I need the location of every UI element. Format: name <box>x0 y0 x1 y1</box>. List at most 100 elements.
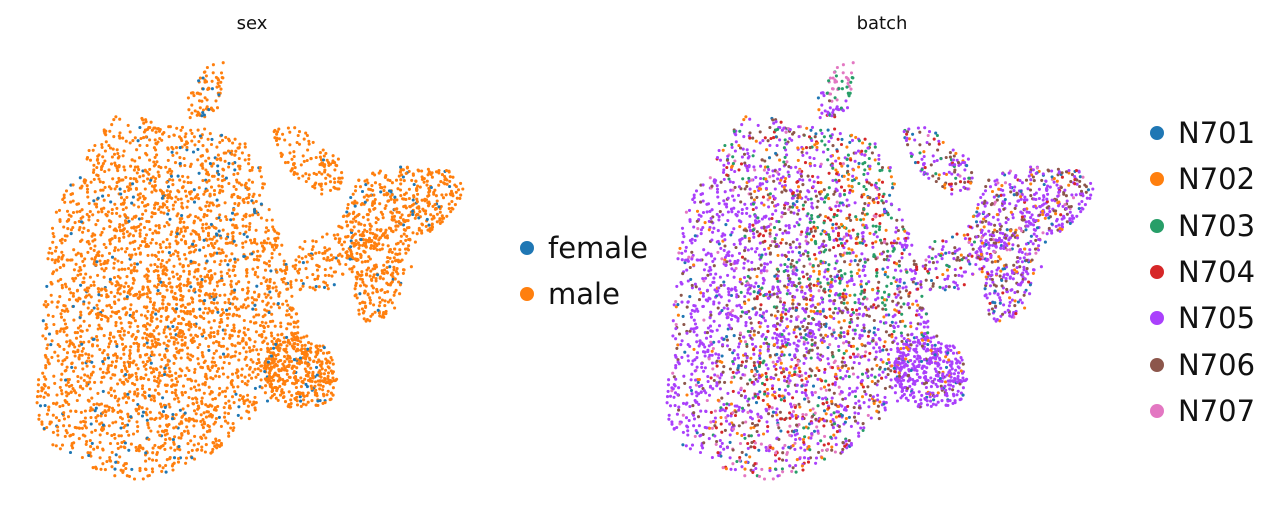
batch-point-451 <box>872 200 876 204</box>
sex-point-331 <box>210 164 214 168</box>
sex-point-52 <box>219 318 223 322</box>
sex-point-435 <box>148 410 152 414</box>
batch-point-12 <box>777 457 781 461</box>
batch-point-614 <box>815 425 819 429</box>
batch-point-319 <box>681 314 685 318</box>
batch-point-149 <box>716 195 720 199</box>
sex-point-98 <box>200 226 204 230</box>
batch-point-118 <box>771 174 775 178</box>
sex-point-130 <box>131 234 136 238</box>
batch-point-540 <box>773 236 777 241</box>
sex-point-64 <box>162 211 166 215</box>
batch-point-457 <box>883 386 887 390</box>
sex-point-255 <box>182 180 186 184</box>
batch-point-586 <box>845 145 849 149</box>
sex-point-219 <box>155 160 159 164</box>
sex-point-147 <box>214 340 218 344</box>
sex-point-423 <box>100 210 104 214</box>
sex-point-388 <box>183 411 187 415</box>
sex-point-106 <box>140 414 145 418</box>
sex-point-6 <box>79 420 83 424</box>
sex-point-362 <box>157 226 161 230</box>
batch-point-439 <box>724 223 728 227</box>
batch-point-388 <box>813 411 817 415</box>
batch-point-25 <box>740 211 744 215</box>
sex-point-296 <box>144 120 148 124</box>
batch-point-56 <box>768 234 772 238</box>
batch-point-275 <box>884 228 888 232</box>
sex-point-179 <box>135 387 139 391</box>
batch-plot-title: batch <box>856 13 908 34</box>
batch-point-163 <box>740 360 744 364</box>
sex-point-104 <box>42 303 46 307</box>
batch-point-215 <box>896 342 900 346</box>
batch-point-281 <box>891 299 895 303</box>
sex-point-285 <box>269 296 273 300</box>
sex-point-25 <box>110 211 114 215</box>
sex-point-238 <box>109 290 113 294</box>
sex-point-319 <box>51 314 55 318</box>
sex-point-253 <box>227 434 231 438</box>
sex-point-163 <box>110 360 114 364</box>
batch-point-272 <box>836 137 840 141</box>
batch-point-308 <box>914 271 918 275</box>
sex-point-328 <box>152 160 156 164</box>
sex-point-201 <box>217 375 221 379</box>
sex-point-59 <box>248 225 252 229</box>
batch-point-128 <box>805 302 809 306</box>
batch-point-269 <box>748 187 752 191</box>
batch-point-172 <box>884 199 888 203</box>
batch-point-608 <box>812 220 816 224</box>
batch-point-106 <box>770 414 775 418</box>
batch-point-590 <box>839 209 843 213</box>
batch-point-464 <box>690 250 694 254</box>
batch-point-140 <box>677 251 681 255</box>
sex-point-419 <box>96 218 100 223</box>
sex-point-396 <box>174 239 178 243</box>
sex-point-377 <box>42 426 46 431</box>
batch-point-355 <box>900 252 904 256</box>
sex-point-313 <box>143 187 147 191</box>
sex-point-235 <box>117 176 121 180</box>
batch-point-589 <box>874 306 878 310</box>
sex-point-227 <box>237 405 241 409</box>
sex-point-55 <box>211 356 215 360</box>
batch-point-459 <box>914 282 918 286</box>
batch-point-201 <box>847 375 851 379</box>
batch-point-197 <box>810 125 815 129</box>
batch-point-497 <box>780 339 784 343</box>
batch-point-454 <box>767 217 771 221</box>
sex-point-192 <box>219 424 223 428</box>
sex-point-38 <box>192 239 196 243</box>
sex-point-402 <box>206 366 210 370</box>
sex-point-173 <box>255 254 259 258</box>
sex-point-307 <box>142 376 146 380</box>
batch-point-6 <box>709 420 713 424</box>
batch-point-423 <box>730 210 734 214</box>
sex-point-29 <box>164 335 168 339</box>
batch-point-504 <box>751 136 755 140</box>
sex-point-215 <box>266 342 270 346</box>
sex-point-42 <box>71 210 76 215</box>
batch-point-450 <box>766 139 770 143</box>
sex-point-96 <box>99 167 103 172</box>
batch-point-394 <box>766 367 770 371</box>
batch-point-59 <box>878 225 882 229</box>
sex-point-78 <box>81 346 85 351</box>
sex-point-156 <box>104 245 108 250</box>
batch-point-98 <box>830 226 834 230</box>
sex-point-216 <box>169 336 174 340</box>
sex-point-332 <box>100 375 104 380</box>
batch-point-179 <box>765 387 769 391</box>
batch-point-10 <box>859 426 863 430</box>
batch-point-48 <box>797 208 801 212</box>
batch-point-574 <box>781 446 785 450</box>
sex-point-190 <box>247 280 251 284</box>
sex-point-51 <box>48 246 52 250</box>
sex-point-243 <box>151 458 155 462</box>
batch-point-190 <box>877 280 881 284</box>
batch-point-610 <box>747 403 751 407</box>
batch-point-26 <box>740 255 745 259</box>
batch-point-492 <box>752 232 756 236</box>
sex-point-300 <box>174 146 179 150</box>
